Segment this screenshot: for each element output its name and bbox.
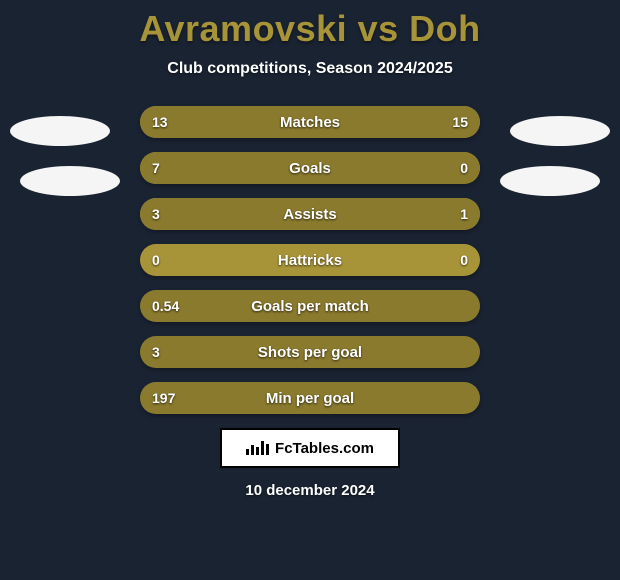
chart-icon xyxy=(246,441,269,455)
stat-value-left: 7 xyxy=(152,160,160,176)
player-left-avatar-top xyxy=(10,116,110,146)
stat-value-left: 13 xyxy=(152,114,168,130)
stat-row: Shots per goal3 xyxy=(140,336,480,368)
stat-label: Hattricks xyxy=(140,252,480,269)
stat-value-right: 0 xyxy=(460,252,468,268)
stat-row: Goals per match0.54 xyxy=(140,290,480,322)
stat-value-right: 1 xyxy=(460,206,468,222)
stat-label: Goals per match xyxy=(140,298,480,315)
stat-value-right: 15 xyxy=(452,114,468,130)
stat-row: Goals7 0 xyxy=(140,152,480,184)
stat-value-left: 0.54 xyxy=(152,298,179,314)
date-label: 10 december 2024 xyxy=(0,482,620,499)
stat-value-left: 3 xyxy=(152,344,160,360)
player-left-avatar-bottom xyxy=(20,166,120,196)
stat-value-left: 0 xyxy=(152,252,160,268)
stat-label: Min per goal xyxy=(140,390,480,407)
player-right-avatar-top xyxy=(510,116,610,146)
logo-text: FcTables.com xyxy=(275,440,374,457)
chart-area: Matches1315Goals70Assists31Hattricks00Go… xyxy=(0,106,620,414)
stat-label: Matches xyxy=(140,114,480,131)
stat-bars: Matches1315Goals70Assists31Hattricks00Go… xyxy=(140,106,480,414)
subtitle: Club competitions, Season 2024/2025 xyxy=(0,60,620,78)
player-right-avatar-bottom xyxy=(500,166,600,196)
stat-label: Shots per goal xyxy=(140,344,480,361)
stat-value-right: 0 xyxy=(460,160,468,176)
stat-value-left: 197 xyxy=(152,390,175,406)
stat-row: Matches13 15 xyxy=(140,106,480,138)
stat-label: Assists xyxy=(140,206,480,223)
fctables-logo[interactable]: FcTables.com xyxy=(220,428,400,468)
comparison-title: Avramovski vs Doh xyxy=(0,0,620,50)
stat-row: Hattricks0 0 xyxy=(140,244,480,276)
stat-row: Assists3 1 xyxy=(140,198,480,230)
stat-value-left: 3 xyxy=(152,206,160,222)
stat-row: Min per goal197 xyxy=(140,382,480,414)
stat-label: Goals xyxy=(140,160,480,177)
